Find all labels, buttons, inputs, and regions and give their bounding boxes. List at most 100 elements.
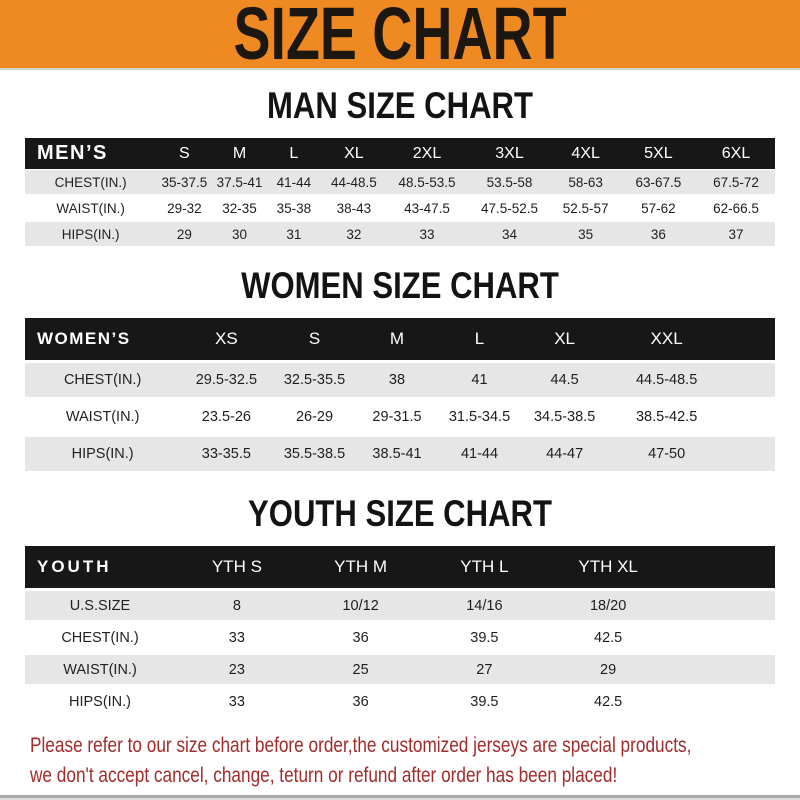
size-value: 52.5-57: [551, 196, 620, 222]
row-label: CHEST(IN.): [25, 363, 181, 400]
size-value: 41-44: [266, 170, 322, 196]
size-value: 35.5-38.5: [272, 437, 357, 474]
size-value: 41: [437, 363, 522, 400]
size-value-empty: [725, 400, 775, 437]
disclaimer-note: Please refer to our size chart before or…: [30, 731, 800, 791]
size-value: 53.5-58: [467, 170, 552, 196]
table-row: WAIST(IN.) 23.5-26 26-29 29-31.5 31.5-34.5 34…: [25, 400, 775, 437]
size-value: 32: [321, 222, 387, 248]
size-value: 10/12: [298, 591, 423, 623]
column-header: YTH S: [175, 546, 299, 591]
size-value: 44-47: [521, 437, 608, 474]
size-value-empty: [725, 363, 775, 400]
women-section-heading: WOMEN SIZE CHART: [241, 265, 559, 306]
size-value: 67.5-72: [697, 170, 775, 196]
table-row: CHEST(IN.) 33 36 39.5 42.5: [25, 623, 775, 655]
table-row: CHEST(IN.) 35-37.5 37.5-41 41-44 44-48.5 48.5…: [25, 170, 775, 196]
size-value: 14/16: [422, 591, 547, 623]
column-header-empty: [725, 318, 775, 363]
column-header: 3XL: [467, 138, 552, 170]
row-label: HIPS(IN.): [25, 687, 175, 719]
page-title: SIZE CHART: [233, 0, 567, 75]
column-header: YTH XL: [546, 546, 670, 591]
table-group-label: YOUTH: [25, 546, 175, 591]
size-value: 29-31.5: [356, 400, 438, 437]
size-value-empty: [725, 437, 775, 474]
size-value: 23: [175, 655, 299, 687]
size-value: 38-43: [321, 196, 387, 222]
size-value: 29: [546, 655, 670, 687]
row-label: HIPS(IN.): [25, 222, 157, 248]
size-value: 29.5-32.5: [180, 363, 273, 400]
size-value: 33: [175, 623, 299, 655]
size-value: 38: [356, 363, 438, 400]
men-section-heading: MAN SIZE CHART: [267, 85, 533, 126]
column-header: 4XL: [551, 138, 620, 170]
women-size-table: WOMEN’S XS S M L XL XXL CHEST(IN.) 29.5-32.5 32.5…: [25, 318, 775, 474]
size-value: 32-35: [212, 196, 267, 222]
size-value: 43-47.5: [386, 196, 468, 222]
size-value: 35: [551, 222, 620, 248]
size-value: 39.5: [422, 687, 547, 719]
size-value: 35-37.5: [156, 170, 213, 196]
row-label: WAIST(IN.): [25, 196, 157, 222]
size-value-empty: [670, 591, 775, 623]
table-row: HIPS(IN.) 33-35.5 35.5-38.5 38.5-41 41-44 44-…: [25, 437, 775, 474]
size-value: 23.5-26: [180, 400, 273, 437]
size-value: 37.5-41: [212, 170, 267, 196]
youth-size-table: YOUTH YTH S YTH M YTH L YTH XL U.S.SIZE 8 10/12…: [25, 546, 775, 719]
column-header: S: [156, 138, 213, 170]
size-value: 38.5-42.5: [607, 400, 726, 437]
table-row: CHEST(IN.) 29.5-32.5 32.5-35.5 38 41 44.5 44.5…: [25, 363, 775, 400]
size-value: 29-32: [156, 196, 213, 222]
size-value: 62-66.5: [697, 196, 775, 222]
size-value: 30: [212, 222, 267, 248]
column-header: XL: [521, 318, 608, 363]
column-header: 5XL: [619, 138, 697, 170]
size-value: 37: [697, 222, 775, 248]
column-header: L: [266, 138, 322, 170]
size-value: 44.5: [521, 363, 608, 400]
size-value: 63-67.5: [619, 170, 697, 196]
size-value: 47-50: [607, 437, 726, 474]
size-value: 8: [175, 591, 299, 623]
column-header: XS: [180, 318, 273, 363]
column-header: 2XL: [386, 138, 468, 170]
size-value: 26-29: [272, 400, 357, 437]
size-value: 36: [619, 222, 697, 248]
size-table-header-row: YOUTH YTH S YTH M YTH L YTH XL: [25, 546, 775, 591]
size-value-empty: [670, 687, 775, 719]
banner: SIZE CHART: [0, 0, 800, 75]
size-value: 33: [175, 687, 299, 719]
column-header: M: [356, 318, 438, 363]
column-header: YTH M: [298, 546, 423, 591]
size-value: 34.5-38.5: [521, 400, 608, 437]
men-size-table: MEN’S S M L XL 2XL 3XL 4XL 5XL 6XL CHEST(IN.) 35-37…: [25, 138, 775, 248]
size-value: 32.5-35.5: [272, 363, 357, 400]
column-header: S: [272, 318, 357, 363]
size-value: 48.5-53.5: [386, 170, 468, 196]
size-value: 44.5-48.5: [607, 363, 726, 400]
disclaimer-line-1: Please refer to our size chart before or…: [30, 734, 692, 757]
size-value: 41-44: [437, 437, 522, 474]
row-label: HIPS(IN.): [25, 437, 181, 474]
table-row: HIPS(IN.) 33 36 39.5 42.5: [25, 687, 775, 719]
size-value: 57-62: [619, 196, 697, 222]
table-row: U.S.SIZE 8 10/12 14/16 18/20: [25, 591, 775, 623]
size-value: 38.5-41: [356, 437, 438, 474]
row-label: WAIST(IN.): [25, 655, 175, 687]
size-value: 42.5: [546, 623, 670, 655]
column-header: L: [437, 318, 522, 363]
column-header: YTH L: [422, 546, 547, 591]
row-label: CHEST(IN.): [25, 170, 157, 196]
size-value: 36: [298, 623, 423, 655]
size-value-empty: [670, 623, 775, 655]
row-label: CHEST(IN.): [25, 623, 175, 655]
size-value: 25: [298, 655, 423, 687]
column-header: XXL: [607, 318, 726, 363]
size-value: 27: [422, 655, 547, 687]
size-value: 31.5-34.5: [437, 400, 522, 437]
table-group-label: WOMEN’S: [25, 318, 181, 363]
size-value: 42.5: [546, 687, 670, 719]
